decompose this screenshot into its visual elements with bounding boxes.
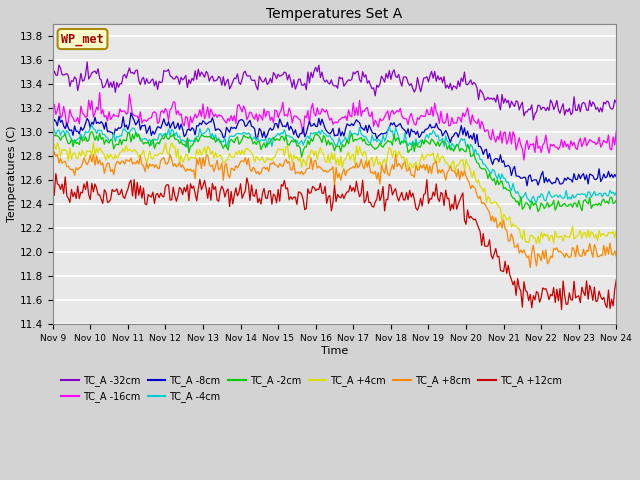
Line: TC_A -32cm: TC_A -32cm bbox=[52, 62, 616, 120]
TC_A +4cm bbox=[156, 150, 163, 156]
TC_A -4cm bbox=[612, 189, 620, 195]
TC_A -16cm bbox=[403, 116, 410, 122]
TC_A -4cm bbox=[547, 192, 554, 198]
TC_A +8cm bbox=[547, 253, 554, 259]
TC_A +8cm bbox=[612, 253, 620, 259]
TC_A -32cm bbox=[371, 93, 379, 98]
TC_A -8cm bbox=[403, 131, 410, 137]
TC_A +8cm bbox=[371, 168, 379, 174]
TC_A +8cm bbox=[403, 168, 410, 174]
TC_A -16cm bbox=[612, 128, 620, 134]
TC_A -2cm bbox=[156, 141, 163, 147]
TC_A -8cm bbox=[49, 122, 56, 128]
TC_A +4cm bbox=[390, 148, 398, 154]
TC_A -16cm bbox=[520, 157, 528, 163]
Legend: TC_A -32cm, TC_A -16cm, TC_A -8cm, TC_A -4cm, TC_A -2cm, TC_A +4cm, TC_A +8cm, T: TC_A -32cm, TC_A -16cm, TC_A -8cm, TC_A … bbox=[58, 372, 565, 406]
TC_A +12cm bbox=[545, 297, 553, 302]
Y-axis label: Temperatures (C): Temperatures (C) bbox=[7, 126, 17, 222]
TC_A -16cm bbox=[156, 120, 163, 125]
Text: WP_met: WP_met bbox=[61, 33, 104, 46]
TC_A +4cm bbox=[90, 139, 97, 145]
Line: TC_A -2cm: TC_A -2cm bbox=[52, 132, 616, 212]
TC_A -4cm bbox=[65, 130, 72, 135]
Line: TC_A +12cm: TC_A +12cm bbox=[52, 174, 616, 310]
TC_A +8cm bbox=[390, 167, 398, 172]
TC_A -4cm bbox=[49, 122, 56, 128]
Title: Temperatures Set A: Temperatures Set A bbox=[266, 7, 403, 21]
TC_A -32cm bbox=[612, 100, 620, 106]
TC_A -2cm bbox=[49, 135, 56, 141]
TC_A +4cm bbox=[612, 228, 620, 234]
TC_A -32cm bbox=[390, 67, 398, 72]
TC_A -8cm bbox=[612, 174, 620, 180]
TC_A +12cm bbox=[557, 307, 565, 312]
TC_A -32cm bbox=[529, 117, 537, 123]
TC_A +8cm bbox=[51, 149, 58, 155]
TC_A -8cm bbox=[547, 179, 554, 185]
TC_A -4cm bbox=[403, 139, 410, 145]
TC_A -16cm bbox=[96, 90, 104, 96]
TC_A -4cm bbox=[371, 136, 379, 142]
TC_A -32cm bbox=[547, 97, 554, 103]
TC_A +12cm bbox=[49, 186, 56, 192]
TC_A +8cm bbox=[66, 166, 74, 172]
TC_A +8cm bbox=[526, 264, 534, 270]
TC_A +12cm bbox=[371, 199, 379, 205]
TC_A +8cm bbox=[49, 156, 56, 162]
TC_A -16cm bbox=[547, 142, 554, 147]
Line: TC_A -8cm: TC_A -8cm bbox=[52, 113, 616, 186]
TC_A +4cm bbox=[371, 159, 379, 165]
TC_A -16cm bbox=[371, 118, 379, 123]
TC_A -2cm bbox=[65, 141, 72, 146]
TC_A -16cm bbox=[65, 118, 72, 124]
TC_A -2cm bbox=[547, 202, 554, 208]
TC_A -16cm bbox=[390, 111, 398, 117]
Line: TC_A -16cm: TC_A -16cm bbox=[52, 93, 616, 160]
TC_A -32cm bbox=[49, 72, 56, 77]
TC_A +4cm bbox=[532, 241, 540, 247]
TC_A -2cm bbox=[390, 132, 398, 137]
TC_A +12cm bbox=[612, 277, 620, 283]
TC_A -32cm bbox=[83, 59, 91, 65]
TC_A +8cm bbox=[156, 166, 163, 172]
Line: TC_A +8cm: TC_A +8cm bbox=[52, 152, 616, 267]
TC_A +12cm bbox=[52, 171, 60, 177]
TC_A +4cm bbox=[403, 156, 410, 161]
TC_A -2cm bbox=[88, 129, 95, 134]
X-axis label: Time: Time bbox=[321, 346, 348, 356]
Line: TC_A +4cm: TC_A +4cm bbox=[52, 142, 616, 244]
TC_A -4cm bbox=[88, 122, 95, 128]
TC_A -8cm bbox=[524, 183, 531, 189]
TC_A -32cm bbox=[403, 75, 410, 81]
TC_A -32cm bbox=[156, 78, 163, 84]
TC_A -8cm bbox=[127, 110, 135, 116]
TC_A +4cm bbox=[65, 158, 72, 164]
TC_A -4cm bbox=[532, 200, 540, 205]
TC_A +4cm bbox=[49, 142, 56, 147]
TC_A -8cm bbox=[65, 125, 72, 131]
TC_A +4cm bbox=[547, 233, 554, 239]
TC_A +12cm bbox=[403, 190, 410, 195]
TC_A -2cm bbox=[403, 141, 410, 146]
TC_A +12cm bbox=[390, 188, 398, 194]
Line: TC_A -4cm: TC_A -4cm bbox=[52, 125, 616, 203]
TC_A -32cm bbox=[65, 73, 72, 79]
TC_A +12cm bbox=[156, 195, 163, 201]
TC_A -2cm bbox=[534, 209, 542, 215]
TC_A +12cm bbox=[66, 200, 74, 205]
TC_A -2cm bbox=[371, 146, 379, 152]
TC_A -8cm bbox=[371, 131, 379, 136]
TC_A -2cm bbox=[612, 197, 620, 203]
TC_A -4cm bbox=[390, 136, 398, 142]
TC_A -4cm bbox=[156, 132, 163, 137]
TC_A -8cm bbox=[390, 120, 398, 126]
TC_A -16cm bbox=[49, 106, 56, 112]
TC_A -8cm bbox=[156, 124, 163, 130]
